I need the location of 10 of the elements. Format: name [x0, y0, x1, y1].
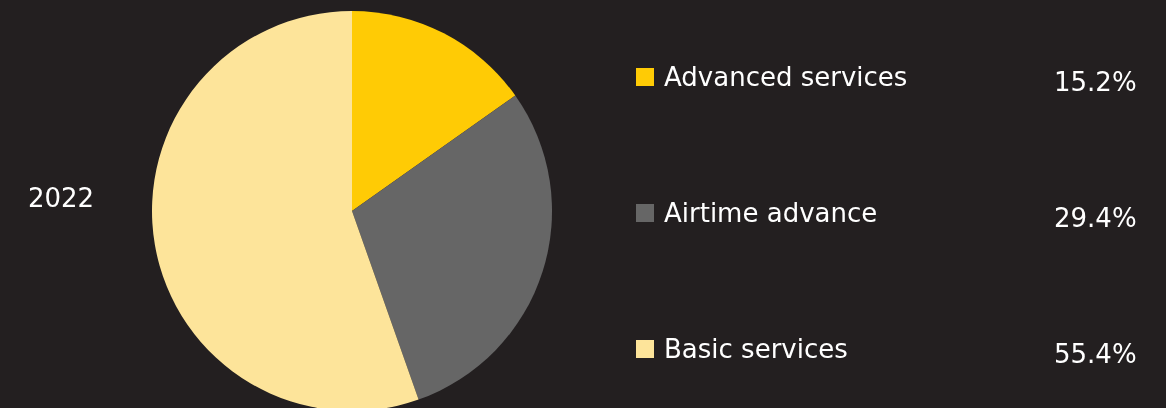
data-label: 55.4% [1054, 339, 1137, 369]
data-label: 29.4% [1054, 203, 1137, 233]
pie-slice [152, 11, 419, 408]
legend-label: Basic services [664, 334, 849, 364]
pie-slice [352, 11, 516, 211]
legend-label: Airtime advance [664, 198, 879, 228]
pie-slice [352, 95, 552, 400]
data-label: 15.2% [1054, 67, 1137, 97]
legend-label: Advanced services [664, 62, 909, 92]
text: 2022 [26, 183, 96, 213]
